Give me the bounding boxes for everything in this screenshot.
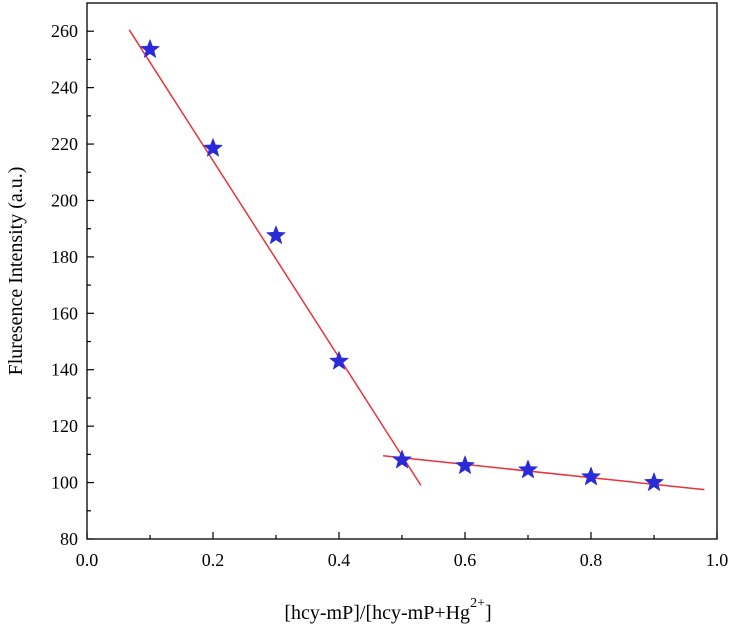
y-tick-label: 240: [51, 78, 78, 98]
fit-lines: [128, 29, 705, 491]
x-axis-title-main: [hcy-mP]/[hcy-mP+Hg: [284, 602, 470, 624]
y-axis-ticks: 80 100 120 140 160 180 200 220 240 260: [51, 21, 94, 549]
y-tick-label: 260: [51, 21, 78, 41]
x-tick-label: 0.4: [328, 550, 351, 570]
data-point-star: [517, 459, 539, 479]
data-point-star: [328, 350, 350, 370]
y-tick-label: 180: [51, 247, 78, 267]
data-point-star: [391, 449, 413, 469]
x-tick-label: 0.6: [454, 550, 477, 570]
x-tick-label: 0.0: [76, 550, 99, 570]
x-axis-ticks: 0.0 0.2 0.4 0.6 0.8 1.0: [76, 532, 729, 570]
x-axis-title: [hcy-mP]/[hcy-mP+Hg2+]: [284, 596, 491, 624]
y-tick-label: 120: [51, 416, 78, 436]
fit-line: [128, 29, 422, 486]
y-tick-label: 100: [51, 473, 78, 493]
x-tick-label: 1.0: [706, 550, 729, 570]
data-point-star: [202, 137, 224, 157]
y-tick-label: 80: [60, 529, 78, 549]
x-tick-label: 0.8: [580, 550, 603, 570]
data-point-star: [454, 454, 476, 475]
y-tick-label: 200: [51, 190, 78, 210]
y-tick-label: 140: [51, 360, 78, 380]
data-point-star: [265, 224, 287, 245]
y-tick-label: 220: [51, 134, 78, 154]
x-axis-title-end: ]: [485, 602, 492, 624]
data-point-star: [580, 466, 602, 486]
x-axis-title-sup: 2+: [470, 596, 485, 611]
y-axis-title: Fluresence Intensity (a.u.): [5, 167, 27, 376]
data-point-star: [643, 471, 665, 492]
data-point-star: [139, 38, 161, 59]
y-tick-label: 160: [51, 303, 78, 323]
x-tick-label: 0.2: [202, 550, 225, 570]
data-points: [139, 38, 665, 492]
